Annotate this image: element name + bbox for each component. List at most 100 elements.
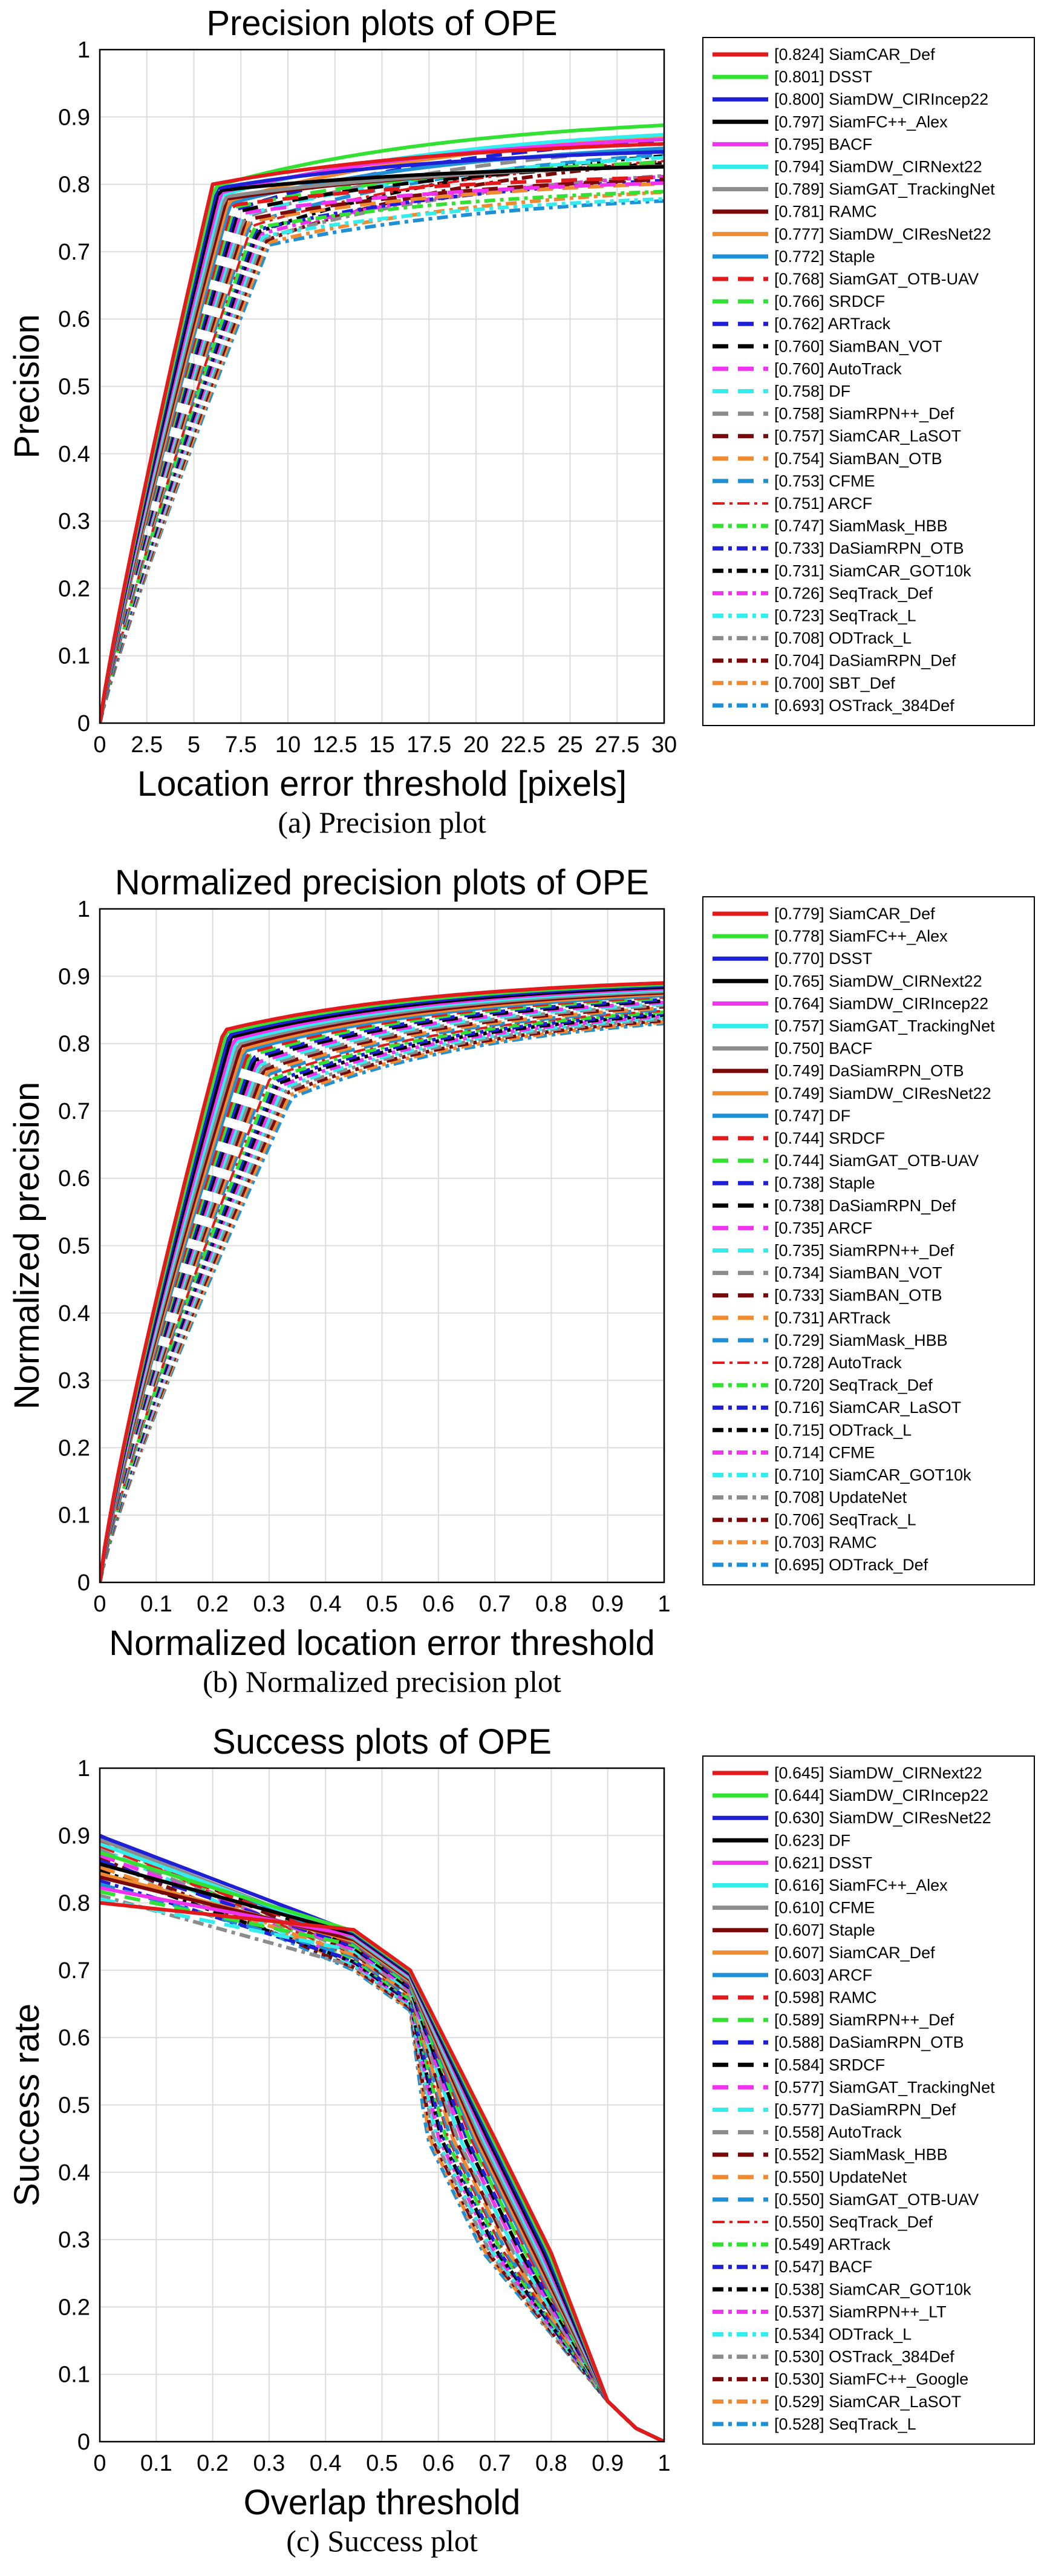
series-line: [100, 123, 664, 723]
legend-entry: [0.726] SeqTrack_Def: [774, 584, 933, 602]
legend-entry: [0.824] SiamCAR_Def: [774, 45, 935, 64]
y-tick-label: 0: [77, 1570, 90, 1596]
y-tick-label: 1: [77, 1756, 90, 1781]
legend-entry: [0.714] CFME: [774, 1443, 875, 1461]
figure-caption: (b) Normalized precision plot: [203, 1665, 561, 1699]
x-tick-label: 27.5: [595, 732, 639, 758]
legend-entry: [0.768] SiamGAT_OTB-UAV: [774, 270, 979, 288]
y-tick-label: 0.5: [58, 375, 90, 400]
y-tick-label: 0.7: [58, 1958, 90, 1984]
legend-entry: [0.708] ODTrack_L: [774, 629, 912, 647]
y-tick-label: 0: [77, 711, 90, 736]
series-line: [100, 179, 664, 723]
legend-entry: [0.744] SiamGAT_OTB-UAV: [774, 1152, 979, 1170]
legend-entry: [0.772] Staple: [774, 247, 875, 266]
x-tick-label: 30: [651, 732, 677, 758]
legend-entry: [0.558] AutoTrack: [774, 2123, 902, 2142]
legend-entry: [0.729] SiamMask_HBB: [774, 1331, 948, 1349]
legend-entry: [0.733] DaSiamRPN_OTB: [774, 539, 964, 557]
legend: [0.779] SiamCAR_Def [0.778] SiamFC++_Alex…: [702, 896, 1035, 1585]
series-line: [100, 1009, 664, 1582]
legend-entry: [0.758] DF: [774, 382, 850, 401]
y-tick-label: 0.9: [58, 105, 90, 130]
legend-entry: [0.552] SiamMask_HBB: [774, 2146, 948, 2164]
legend-entry: [0.733] SiamBAN_OTB: [774, 1286, 942, 1305]
x-tick-label: 1: [657, 1591, 670, 1617]
legend-entry: [0.800] SiamDW_CIRIncep22: [774, 90, 988, 108]
y-tick-label: 0.1: [58, 2362, 90, 2388]
panel-success: Success plots of OPE 0 0.1 0.2 0.3 0.4 0.5 0.6 0…: [0, 1719, 1044, 2576]
legend-entry: [0.764] SiamDW_CIRIncep22: [774, 994, 988, 1012]
series-line: [100, 197, 664, 723]
legend-entry: [0.747] SiamMask_HBB: [774, 517, 948, 535]
x-tick-label: 0.2: [197, 2451, 229, 2476]
legend-entry: [0.603] ARCF: [774, 1966, 872, 1984]
legend-entry: [0.789] SiamGAT_TrackingNet: [774, 180, 995, 198]
legend-entry: [0.645] SiamDW_CIRNext22: [774, 1764, 982, 1782]
x-axis-label: Normalized location error threshold: [109, 1624, 655, 1663]
legend-entry: [0.760] AutoTrack: [774, 359, 902, 378]
legend-box: [702, 896, 1035, 1585]
series-group: [100, 981, 664, 1582]
legend-entry: [0.762] ARTrack: [774, 315, 891, 333]
chart-success: Success plots of OPE 0 0.1 0.2 0.3 0.4 0.5 0.6 0…: [7, 1722, 1035, 2558]
series-line: [100, 1841, 664, 2442]
series-line: [100, 1901, 664, 2442]
y-tick-label: 0.7: [58, 240, 90, 265]
legend-entry: [0.607] Staple: [774, 1921, 875, 1939]
x-tick-label: 0.9: [592, 1591, 624, 1617]
x-tick-label: 0.1: [140, 1591, 172, 1617]
y-tick-label: 0.2: [58, 2295, 90, 2320]
legend: [0.645] SiamDW_CIRNext22 [0.644] SiamDW_C…: [702, 1755, 1035, 2445]
legend-entry: [0.781] RAMC: [774, 203, 877, 221]
legend-entry: [0.616] SiamFC++_Alex: [774, 1876, 948, 1895]
y-tick-label: 0.4: [58, 1301, 90, 1326]
x-tick-label: 0.7: [479, 1591, 511, 1617]
x-tick-label: 0.8: [535, 2451, 567, 2476]
x-tick-label: 0.4: [310, 1591, 342, 1617]
y-tick-label: 0: [77, 2430, 90, 2455]
y-tick-label: 0.3: [58, 1368, 90, 1394]
legend-entry: [0.528] SeqTrack_L: [774, 2415, 916, 2433]
legend-entry: [0.584] SRDCF: [774, 2056, 885, 2074]
legend-entry: [0.795] BACF: [774, 135, 872, 153]
legend-entry: [0.777] SiamDW_CIResNet22: [774, 225, 991, 243]
legend-entry: [0.715] ODTrack_L: [774, 1421, 912, 1439]
x-tick-label: 0: [93, 732, 106, 758]
legend-entry: [0.644] SiamDW_CIRIncep22: [774, 1786, 988, 1804]
legend-entry: [0.801] DSST: [774, 68, 872, 86]
y-tick-label: 0.2: [58, 1435, 90, 1461]
series-line: [100, 165, 664, 723]
series-line: [100, 1865, 664, 2442]
y-tick-label: 0.6: [58, 307, 90, 332]
axes-frame: [99, 908, 665, 1584]
y-tick-label: 0.4: [58, 442, 90, 467]
legend-entry: [0.731] ARTrack: [774, 1309, 891, 1327]
legend-entry: [0.716] SiamCAR_LaSOT: [774, 1398, 961, 1417]
x-tick-label: 10: [275, 732, 301, 758]
x-tick-label: 0.6: [422, 2451, 454, 2476]
legend-entry: [0.720] SeqTrack_Def: [774, 1376, 933, 1394]
figure-caption: (c) Success plot: [286, 2524, 478, 2558]
legend-entry: [0.703] RAMC: [774, 1533, 877, 1552]
x-tick-label: 0.6: [422, 1591, 454, 1617]
x-tick-label: 0.5: [366, 2451, 398, 2476]
x-tick-label: 12.5: [313, 732, 357, 758]
legend-entry: [0.734] SiamBAN_VOT: [774, 1264, 942, 1282]
y-tick-label: 0.6: [58, 2025, 90, 2051]
legend-entry: [0.797] SiamFC++_Alex: [774, 113, 948, 131]
legend-entry: [0.530] OSTrack_384Def: [774, 2348, 954, 2366]
x-tick-label: 22.5: [501, 732, 546, 758]
panel-precision: Precision plots of OPE 0 2.5 5 7.5 10 12.5 15 17…: [0, 0, 1044, 857]
legend-entry: [0.754] SiamBAN_OTB: [774, 450, 942, 468]
legend-entry: [0.735] SiamRPN++_Def: [774, 1242, 954, 1260]
legend-entry: [0.549] ARTrack: [774, 2235, 891, 2253]
x-tick-label: 0.5: [366, 1591, 398, 1617]
legend-entry: [0.778] SiamFC++_Alex: [774, 927, 948, 945]
series-line: [100, 1010, 664, 1582]
x-axis-label: Location error threshold [pixels]: [137, 764, 627, 804]
legend-entry: [0.735] ARCF: [774, 1219, 872, 1237]
legend-entry: [0.710] SiamCAR_GOT10k: [774, 1466, 971, 1484]
series-line: [100, 981, 664, 1582]
legend-entry: [0.537] SiamRPN++_LT: [774, 2302, 947, 2321]
